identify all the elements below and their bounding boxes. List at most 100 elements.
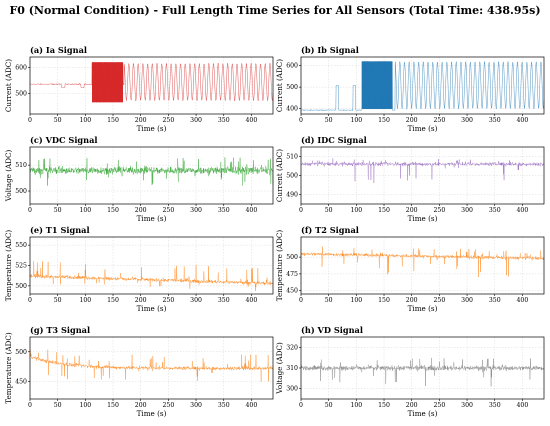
x-tick-label: 50: [54, 402, 62, 409]
x-tick-label: 300: [190, 117, 202, 124]
panel-6: (f) T2 Signal 0 50 100 150 200 250 300 350 400 450…: [275, 225, 545, 313]
series-line: [300, 246, 545, 278]
x-tick-label: 200: [135, 402, 147, 409]
x-tick-label: 50: [325, 297, 333, 304]
y-axis-label: Temperature (ADC): [275, 230, 284, 302]
x-tick-label: 400: [246, 402, 258, 409]
y-tick-label: 320: [286, 344, 298, 351]
series-line: [29, 261, 274, 291]
y-axis-label: Temperature (ADC): [4, 332, 13, 404]
panel-4: (d) IDC Signal 0 50 100 150 200 250 300 350 400 49…: [275, 135, 545, 223]
x-tick-label: 150: [107, 117, 119, 124]
x-tick-label: 200: [406, 402, 418, 409]
plot-frame: [29, 336, 274, 400]
y-tick-label: 600: [15, 64, 27, 71]
x-tick-label: 150: [107, 297, 119, 304]
x-tick-label: 400: [517, 402, 529, 409]
x-tick-label: 200: [135, 297, 147, 304]
x-tick-label: 200: [406, 207, 418, 214]
series-line: [300, 158, 545, 184]
y-axis-label: Temperature (ADC): [4, 230, 13, 302]
x-tick-label: 100: [350, 402, 362, 409]
x-tick-label: 150: [378, 402, 390, 409]
plot-frame: [29, 56, 274, 115]
x-axis-label: Time (s): [137, 304, 167, 313]
series-line: [29, 157, 274, 186]
y-tick-label: 525: [15, 263, 27, 270]
x-tick-label: 0: [28, 207, 32, 214]
x-tick-label: 100: [350, 117, 362, 124]
panel-title: (e) T1 Signal: [30, 225, 90, 235]
x-tick-label: 250: [433, 402, 445, 409]
x-tick-label: 350: [218, 297, 230, 304]
y-tick-label: 500: [15, 188, 27, 195]
x-tick-label: 200: [135, 117, 147, 124]
x-tick-label: 350: [489, 207, 501, 214]
panel-title: (b) Ib Signal: [301, 45, 359, 55]
y-tick-label: 510: [15, 162, 27, 169]
x-tick-label: 200: [406, 297, 418, 304]
y-tick-label: 450: [15, 378, 27, 385]
y-axis-label: Current (ADC): [4, 59, 13, 112]
x-tick-label: 300: [461, 117, 473, 124]
panel-title: (c) VDC Signal: [30, 135, 98, 145]
panel-2: (b) Ib Signal 0 50 100 150 200 250 300 350 400 400…: [275, 45, 545, 133]
y-tick-label: 400: [286, 106, 298, 113]
x-tick-label: 50: [325, 117, 333, 124]
y-tick-label: 310: [286, 365, 298, 372]
x-tick-label: 350: [489, 117, 501, 124]
x-tick-label: 0: [299, 117, 303, 124]
x-tick-label: 250: [162, 207, 174, 214]
x-tick-label: 100: [79, 402, 91, 409]
x-tick-label: 250: [433, 207, 445, 214]
x-axis-label: Time (s): [137, 214, 167, 223]
dense-switching-block: [361, 61, 393, 110]
plot-frame: [300, 236, 545, 295]
x-tick-label: 50: [325, 402, 333, 409]
x-tick-label: 400: [246, 207, 258, 214]
x-tick-label: 400: [246, 117, 258, 124]
x-tick-label: 400: [246, 297, 258, 304]
x-tick-label: 200: [135, 207, 147, 214]
x-tick-label: 100: [79, 297, 91, 304]
plot-frame: [300, 56, 545, 115]
x-tick-label: 100: [350, 297, 362, 304]
x-axis-label: Time (s): [408, 304, 438, 313]
y-tick-label: 510: [286, 154, 298, 161]
y-tick-label: 300: [286, 386, 298, 393]
y-axis-label: Current (ADC): [275, 59, 284, 112]
series-line: [29, 349, 274, 382]
x-tick-label: 350: [489, 402, 501, 409]
panel-5: (e) T1 Signal 0 50 100 150 200 250 300 350 400 500…: [4, 225, 274, 313]
x-tick-label: 150: [107, 207, 119, 214]
y-tick-label: 490: [286, 192, 298, 199]
y-tick-label: 500: [15, 349, 27, 356]
x-tick-label: 0: [299, 297, 303, 304]
x-axis-label: Time (s): [408, 124, 438, 133]
x-tick-label: 250: [433, 117, 445, 124]
x-tick-label: 250: [433, 297, 445, 304]
x-tick-label: 150: [107, 402, 119, 409]
x-tick-label: 350: [489, 297, 501, 304]
y-tick-label: 550: [15, 242, 27, 249]
y-axis-label: Voltage (ADC): [4, 150, 13, 203]
panel-title: (g) T3 Signal: [30, 325, 90, 335]
x-tick-label: 100: [79, 207, 91, 214]
x-tick-label: 400: [517, 297, 529, 304]
series-line: [300, 357, 545, 387]
x-tick-label: 250: [162, 297, 174, 304]
panel-3: (c) VDC Signal 0 50 100 150 200 250 300 350 400 50…: [4, 135, 274, 223]
x-tick-label: 150: [378, 117, 390, 124]
panel-title: (h) VD Signal: [301, 325, 363, 335]
x-tick-label: 0: [299, 402, 303, 409]
x-tick-label: 300: [461, 402, 473, 409]
y-tick-label: 475: [286, 271, 298, 278]
plot-frame: [300, 146, 545, 205]
x-tick-label: 350: [218, 402, 230, 409]
x-tick-label: 50: [54, 117, 62, 124]
plot-frame: [29, 236, 274, 295]
x-tick-label: 0: [28, 402, 32, 409]
dense-switching-block: [91, 62, 123, 103]
